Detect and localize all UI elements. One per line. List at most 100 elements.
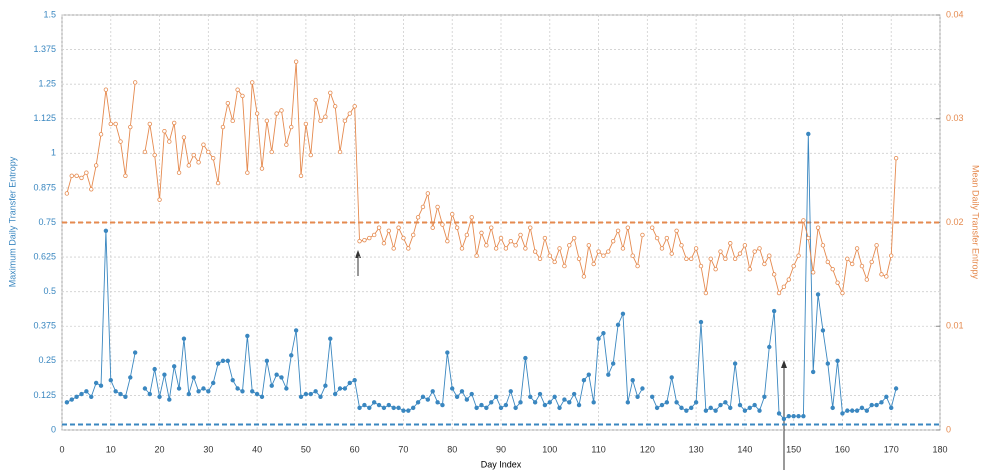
x-tick-label: 110 [591,444,605,454]
x-tick-label: 50 [301,444,311,454]
data-point [323,114,328,119]
data-point [698,319,704,325]
data-point [142,386,148,391]
data-point [723,256,728,262]
x-tick-label: 30 [203,444,213,454]
data-point [718,402,723,408]
data-point [762,261,767,267]
data-point [771,308,777,314]
data-point [176,170,182,175]
data-point [152,152,157,158]
data-point [893,155,899,161]
data-point [381,241,387,246]
data-point [567,400,572,405]
data-point [484,243,489,248]
data-point [128,124,133,130]
data-point [791,263,796,269]
data-point [259,394,265,399]
data-point [684,256,689,262]
data-point [289,353,294,358]
data-point [352,378,357,383]
data-point [752,402,757,408]
data-point [825,259,831,265]
data-point [615,228,621,233]
data-point [206,389,211,394]
data-point [435,204,440,210]
data-point [454,225,460,230]
data-point [308,391,313,397]
data-point [859,263,865,269]
data-point [347,111,352,116]
arrow [355,250,361,276]
data-point [142,149,148,155]
data-point [752,249,757,254]
data-point [167,397,172,402]
data-point [850,261,855,267]
data-point [518,232,523,238]
data-point [152,366,157,372]
data-point [386,228,392,233]
data-point [767,344,772,350]
data-point [801,413,806,419]
data-point [523,246,528,251]
x-tick-label: 150 [786,444,801,454]
data-point [220,358,226,364]
data-point [264,118,270,124]
data-point [845,408,850,413]
data-point [386,402,392,408]
data-point [93,380,99,386]
data-point [425,191,431,196]
data-point [235,87,240,92]
data-point [650,394,655,399]
series-line [66,230,136,403]
data-point [206,149,211,155]
data-point [454,394,460,399]
data-point [79,391,84,397]
data-point [332,391,338,397]
data-point [196,389,201,394]
data-point [615,322,621,328]
data-point [371,400,377,405]
data-point [830,266,835,272]
data-point [191,375,196,380]
data-point [113,389,118,394]
data-point [806,131,811,137]
data-point [586,243,591,248]
data-point [435,400,440,405]
data-point [879,272,884,277]
data-point [581,378,587,383]
data-point [796,253,801,258]
data-point [401,235,406,241]
data-point [654,235,660,241]
data-point [815,225,821,230]
data-point [679,243,684,248]
data-point [215,361,221,366]
data-point [625,400,631,405]
data-point [620,311,626,316]
data-point [225,100,231,106]
data-point [498,235,504,241]
x-axis-label: Day Index [481,459,522,469]
data-point [269,383,274,388]
data-point [450,386,455,391]
data-point [171,364,177,369]
data-point [742,243,748,248]
data-point [240,389,245,394]
data-point [157,197,162,202]
x-tick-label: 130 [689,444,704,454]
y-tick-label: 1.125 [33,113,56,123]
data-point [264,358,270,364]
data-point [659,402,665,408]
data-point [176,386,182,391]
data-point [757,246,762,251]
data-point [69,397,74,402]
data-point [820,328,826,333]
data-point [64,400,70,405]
data-point [469,391,474,397]
x-tick-label: 40 [252,444,262,454]
data-point [889,253,894,258]
data-point [810,369,816,375]
data-point [445,238,450,244]
data-point [586,372,591,377]
data-point [576,256,582,262]
